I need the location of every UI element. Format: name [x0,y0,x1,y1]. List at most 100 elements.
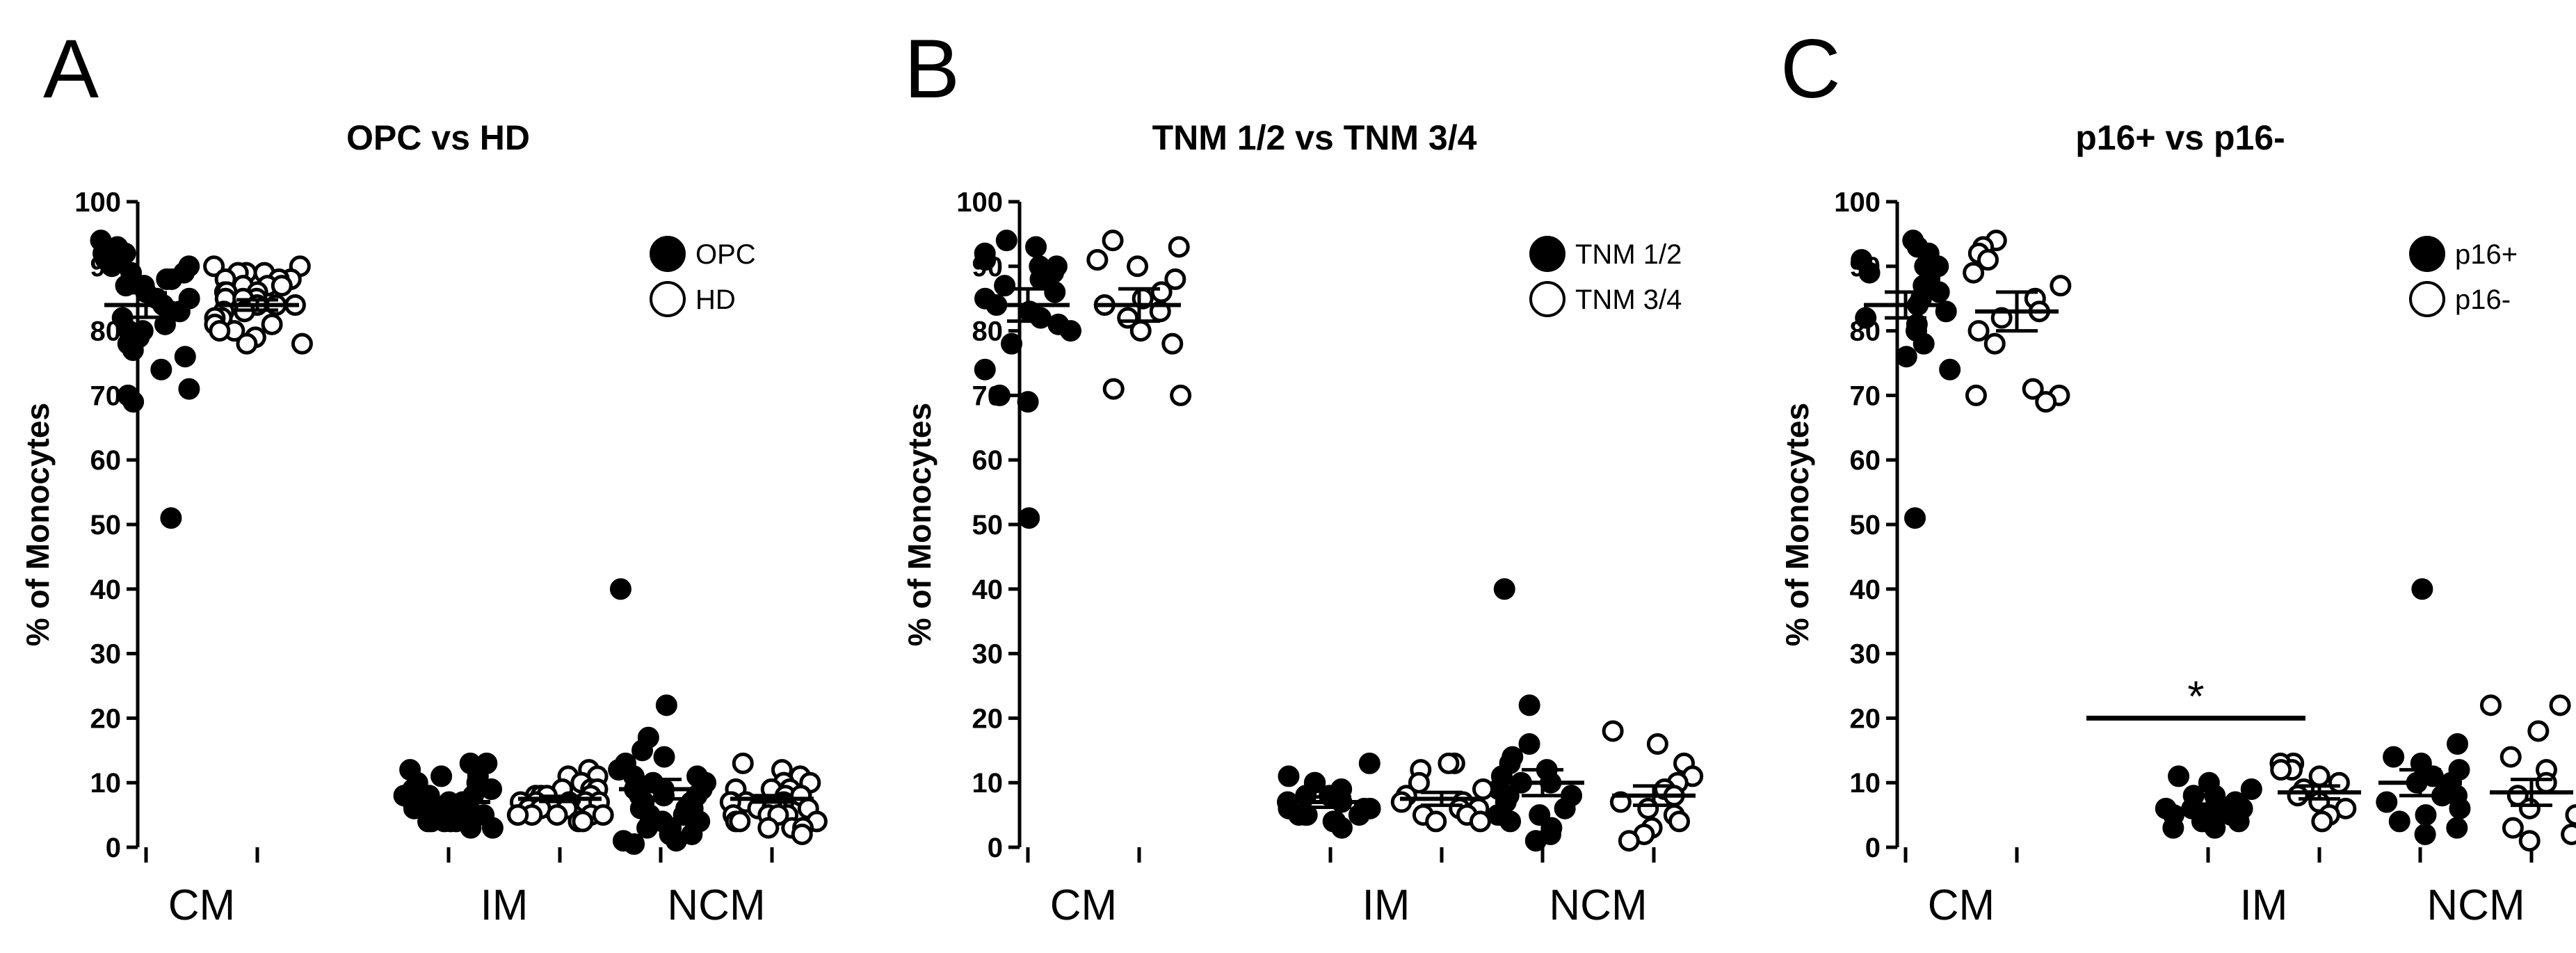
data-point [609,578,631,600]
chart-title: TNM 1/2 vs TNM 3/4 [1152,118,1477,157]
y-tick-label: 100 [956,187,1003,218]
data-point [122,391,145,413]
data-point [2162,817,2184,839]
data-point [1983,333,2006,355]
data-point [160,507,182,529]
data-point [1529,804,1551,826]
y-tick-label: 0 [1865,833,1881,863]
data-point [1278,765,1300,787]
y-tick-label: 10 [972,768,1004,799]
data-point [507,804,529,826]
legend-marker [650,281,686,317]
data-point [2499,746,2522,768]
data-point [1161,333,1184,355]
y-tick-label: 20 [90,703,122,734]
data-point [161,268,183,290]
data-point [2376,791,2398,813]
data-point [1518,733,1540,755]
data-point [1164,268,1186,290]
data-point [592,804,614,826]
data-point [2022,378,2044,400]
y-tick-label: 40 [1850,575,1881,605]
data-point [974,358,996,381]
data-point [665,830,687,852]
data-point [2449,797,2471,819]
data-point [1895,346,1917,368]
data-point [460,817,482,839]
data-point [1602,720,1624,742]
category-label: IM [2240,881,2288,929]
category-label: NCM [667,881,765,929]
data-point [1963,262,1985,284]
data-point [1001,333,1023,355]
data-point [1044,281,1066,303]
data-point [1102,230,1124,252]
data-point [1858,262,1881,284]
data-point [1127,255,1149,278]
y-tick-label: 100 [74,187,121,218]
data-point [1296,804,1318,826]
data-point [995,230,1017,252]
data-point [209,320,231,342]
data-point [236,333,258,355]
data-point [1168,236,1190,258]
data-point [732,752,754,774]
y-tick-label: 30 [1850,639,1881,670]
y-tick-label: 40 [972,575,1004,605]
data-point [974,249,997,271]
data-point [2518,797,2541,819]
data-point [1668,810,1691,833]
data-point [2383,746,2405,768]
legend-marker [1529,281,1565,317]
data-point [178,378,200,400]
data-point [1472,778,1494,800]
data-point [546,804,568,826]
y-tick-label: 60 [972,445,1004,476]
data-point [2565,804,2576,826]
data-point [572,810,594,833]
data-point [757,817,780,839]
data-point [1170,384,1192,406]
y-tick-label: 60 [90,445,122,476]
data-point [1913,333,1935,355]
data-point [1390,791,1412,813]
data-point [430,765,453,787]
data-point [1618,830,1640,852]
data-point [203,255,225,278]
data-point [1029,307,1052,329]
data-point [988,384,1011,406]
y-tick-label: 10 [1850,768,1881,799]
data-point [791,823,813,845]
data-point [154,313,176,335]
data-point [1348,804,1370,826]
y-tick-label: 30 [972,639,1004,670]
data-point [1518,694,1540,716]
y-tick-label: 50 [90,510,122,540]
legend-label: TNM 1/2 [1575,239,1682,270]
legend-marker [650,236,686,272]
legend-marker [2409,236,2445,272]
data-point [2561,823,2576,845]
data-point [2411,578,2433,600]
y-tick-label: 30 [90,639,122,670]
y-tick-label: 20 [972,703,1004,734]
legend-marker [2409,281,2445,317]
y-tick-label: 80 [972,317,1004,347]
data-point [2549,694,2571,716]
data-point [1017,391,1039,413]
data-point [2204,817,2226,839]
data-point [1928,281,1950,303]
data-point [420,810,442,833]
data-point [1493,578,1515,600]
data-point [1330,817,1353,839]
data-point [174,346,196,368]
y-tick-label: 70 [90,381,122,411]
panel-letter: C [1780,22,1841,115]
panel-letter: A [43,22,99,115]
data-point [1025,236,1047,258]
data-point [653,746,675,768]
data-point [2502,817,2524,839]
